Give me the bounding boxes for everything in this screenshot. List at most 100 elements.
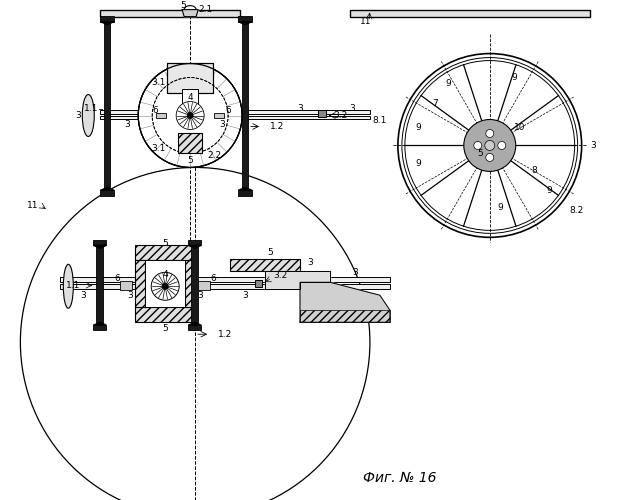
Bar bbox=[167, 62, 213, 92]
Bar bbox=[93, 240, 106, 246]
Text: 3: 3 bbox=[219, 120, 225, 129]
Bar bbox=[93, 325, 106, 330]
Bar bbox=[100, 16, 114, 22]
Polygon shape bbox=[238, 22, 252, 25]
Text: 3: 3 bbox=[297, 104, 303, 113]
Text: 3: 3 bbox=[197, 291, 203, 300]
Text: 3.1: 3.1 bbox=[151, 78, 166, 87]
Text: 3: 3 bbox=[307, 258, 313, 267]
Polygon shape bbox=[265, 272, 330, 289]
Bar bbox=[121, 282, 132, 290]
Bar bbox=[230, 260, 300, 272]
Bar bbox=[318, 110, 326, 118]
Bar bbox=[182, 88, 198, 104]
Text: 3: 3 bbox=[352, 268, 358, 277]
Text: 11: 11 bbox=[360, 17, 371, 26]
Polygon shape bbox=[100, 188, 114, 190]
Text: 6: 6 bbox=[152, 106, 158, 115]
Polygon shape bbox=[100, 22, 114, 25]
Bar bbox=[156, 112, 166, 118]
Text: 3: 3 bbox=[242, 291, 248, 300]
Text: Фиг. № 16: Фиг. № 16 bbox=[363, 471, 437, 485]
Text: 3: 3 bbox=[80, 291, 86, 300]
Bar bbox=[188, 325, 201, 330]
Text: 4: 4 bbox=[187, 93, 193, 102]
Polygon shape bbox=[93, 322, 106, 325]
Text: 9: 9 bbox=[547, 186, 552, 195]
Polygon shape bbox=[188, 246, 201, 248]
Text: 8.1: 8.1 bbox=[373, 116, 387, 125]
Text: 6: 6 bbox=[225, 106, 231, 115]
Text: 3.1: 3.1 bbox=[151, 144, 166, 153]
Bar bbox=[104, 22, 110, 190]
Polygon shape bbox=[300, 282, 390, 322]
Text: 5: 5 bbox=[163, 324, 168, 332]
Circle shape bbox=[497, 142, 506, 150]
Circle shape bbox=[486, 154, 494, 162]
Text: 9: 9 bbox=[512, 73, 518, 82]
Text: 5: 5 bbox=[267, 248, 273, 257]
Text: 10: 10 bbox=[514, 123, 525, 132]
Text: 1.1: 1.1 bbox=[66, 281, 80, 290]
Text: 5: 5 bbox=[163, 239, 168, 248]
Bar bbox=[145, 260, 185, 308]
Bar bbox=[61, 284, 390, 290]
Bar bbox=[100, 116, 370, 119]
Text: 2.1: 2.1 bbox=[198, 5, 212, 14]
Circle shape bbox=[187, 112, 193, 118]
Polygon shape bbox=[93, 246, 106, 248]
Bar bbox=[198, 282, 210, 290]
Text: 7: 7 bbox=[432, 99, 438, 108]
Bar bbox=[350, 10, 590, 16]
Text: 6: 6 bbox=[210, 274, 216, 283]
Text: 3: 3 bbox=[591, 141, 596, 150]
Text: 5: 5 bbox=[477, 149, 483, 158]
Circle shape bbox=[138, 64, 242, 168]
Text: 9: 9 bbox=[445, 79, 451, 88]
Bar bbox=[96, 246, 103, 325]
Bar bbox=[238, 190, 252, 196]
Bar bbox=[185, 260, 195, 308]
Text: 9: 9 bbox=[497, 203, 502, 212]
Text: 3.2: 3.2 bbox=[333, 111, 347, 120]
Ellipse shape bbox=[63, 264, 74, 308]
Ellipse shape bbox=[82, 94, 95, 136]
Bar bbox=[255, 280, 262, 287]
Bar bbox=[188, 240, 201, 246]
Text: 8.2: 8.2 bbox=[570, 206, 584, 215]
Bar bbox=[167, 62, 213, 92]
Bar bbox=[178, 134, 202, 154]
Text: 6: 6 bbox=[114, 274, 120, 283]
Text: 3: 3 bbox=[127, 291, 133, 300]
Bar bbox=[300, 310, 390, 322]
Text: 3: 3 bbox=[124, 120, 130, 129]
Text: 9: 9 bbox=[415, 123, 421, 132]
Circle shape bbox=[485, 140, 495, 150]
Bar bbox=[100, 10, 240, 16]
Text: 1.2: 1.2 bbox=[270, 122, 284, 131]
Text: 2.2: 2.2 bbox=[207, 151, 221, 160]
Bar bbox=[100, 110, 370, 114]
Text: 1.1: 1.1 bbox=[84, 104, 98, 113]
Bar bbox=[61, 278, 390, 282]
Circle shape bbox=[176, 102, 204, 130]
Polygon shape bbox=[188, 322, 201, 325]
Text: 9: 9 bbox=[415, 159, 421, 168]
Circle shape bbox=[162, 284, 168, 290]
Text: 11: 11 bbox=[27, 201, 38, 210]
Text: 3.2: 3.2 bbox=[273, 271, 287, 280]
Text: 8: 8 bbox=[532, 166, 538, 175]
Text: 1.2: 1.2 bbox=[218, 330, 232, 338]
Text: 3: 3 bbox=[75, 111, 81, 120]
Circle shape bbox=[474, 142, 482, 150]
Bar bbox=[191, 246, 198, 325]
Bar bbox=[135, 308, 195, 322]
Text: 3: 3 bbox=[349, 104, 355, 113]
Polygon shape bbox=[182, 10, 198, 16]
Text: 4: 4 bbox=[163, 270, 168, 279]
Bar bbox=[135, 260, 145, 308]
Circle shape bbox=[151, 272, 179, 300]
Text: 5: 5 bbox=[187, 156, 193, 165]
Polygon shape bbox=[238, 188, 252, 190]
Bar bbox=[214, 112, 224, 118]
